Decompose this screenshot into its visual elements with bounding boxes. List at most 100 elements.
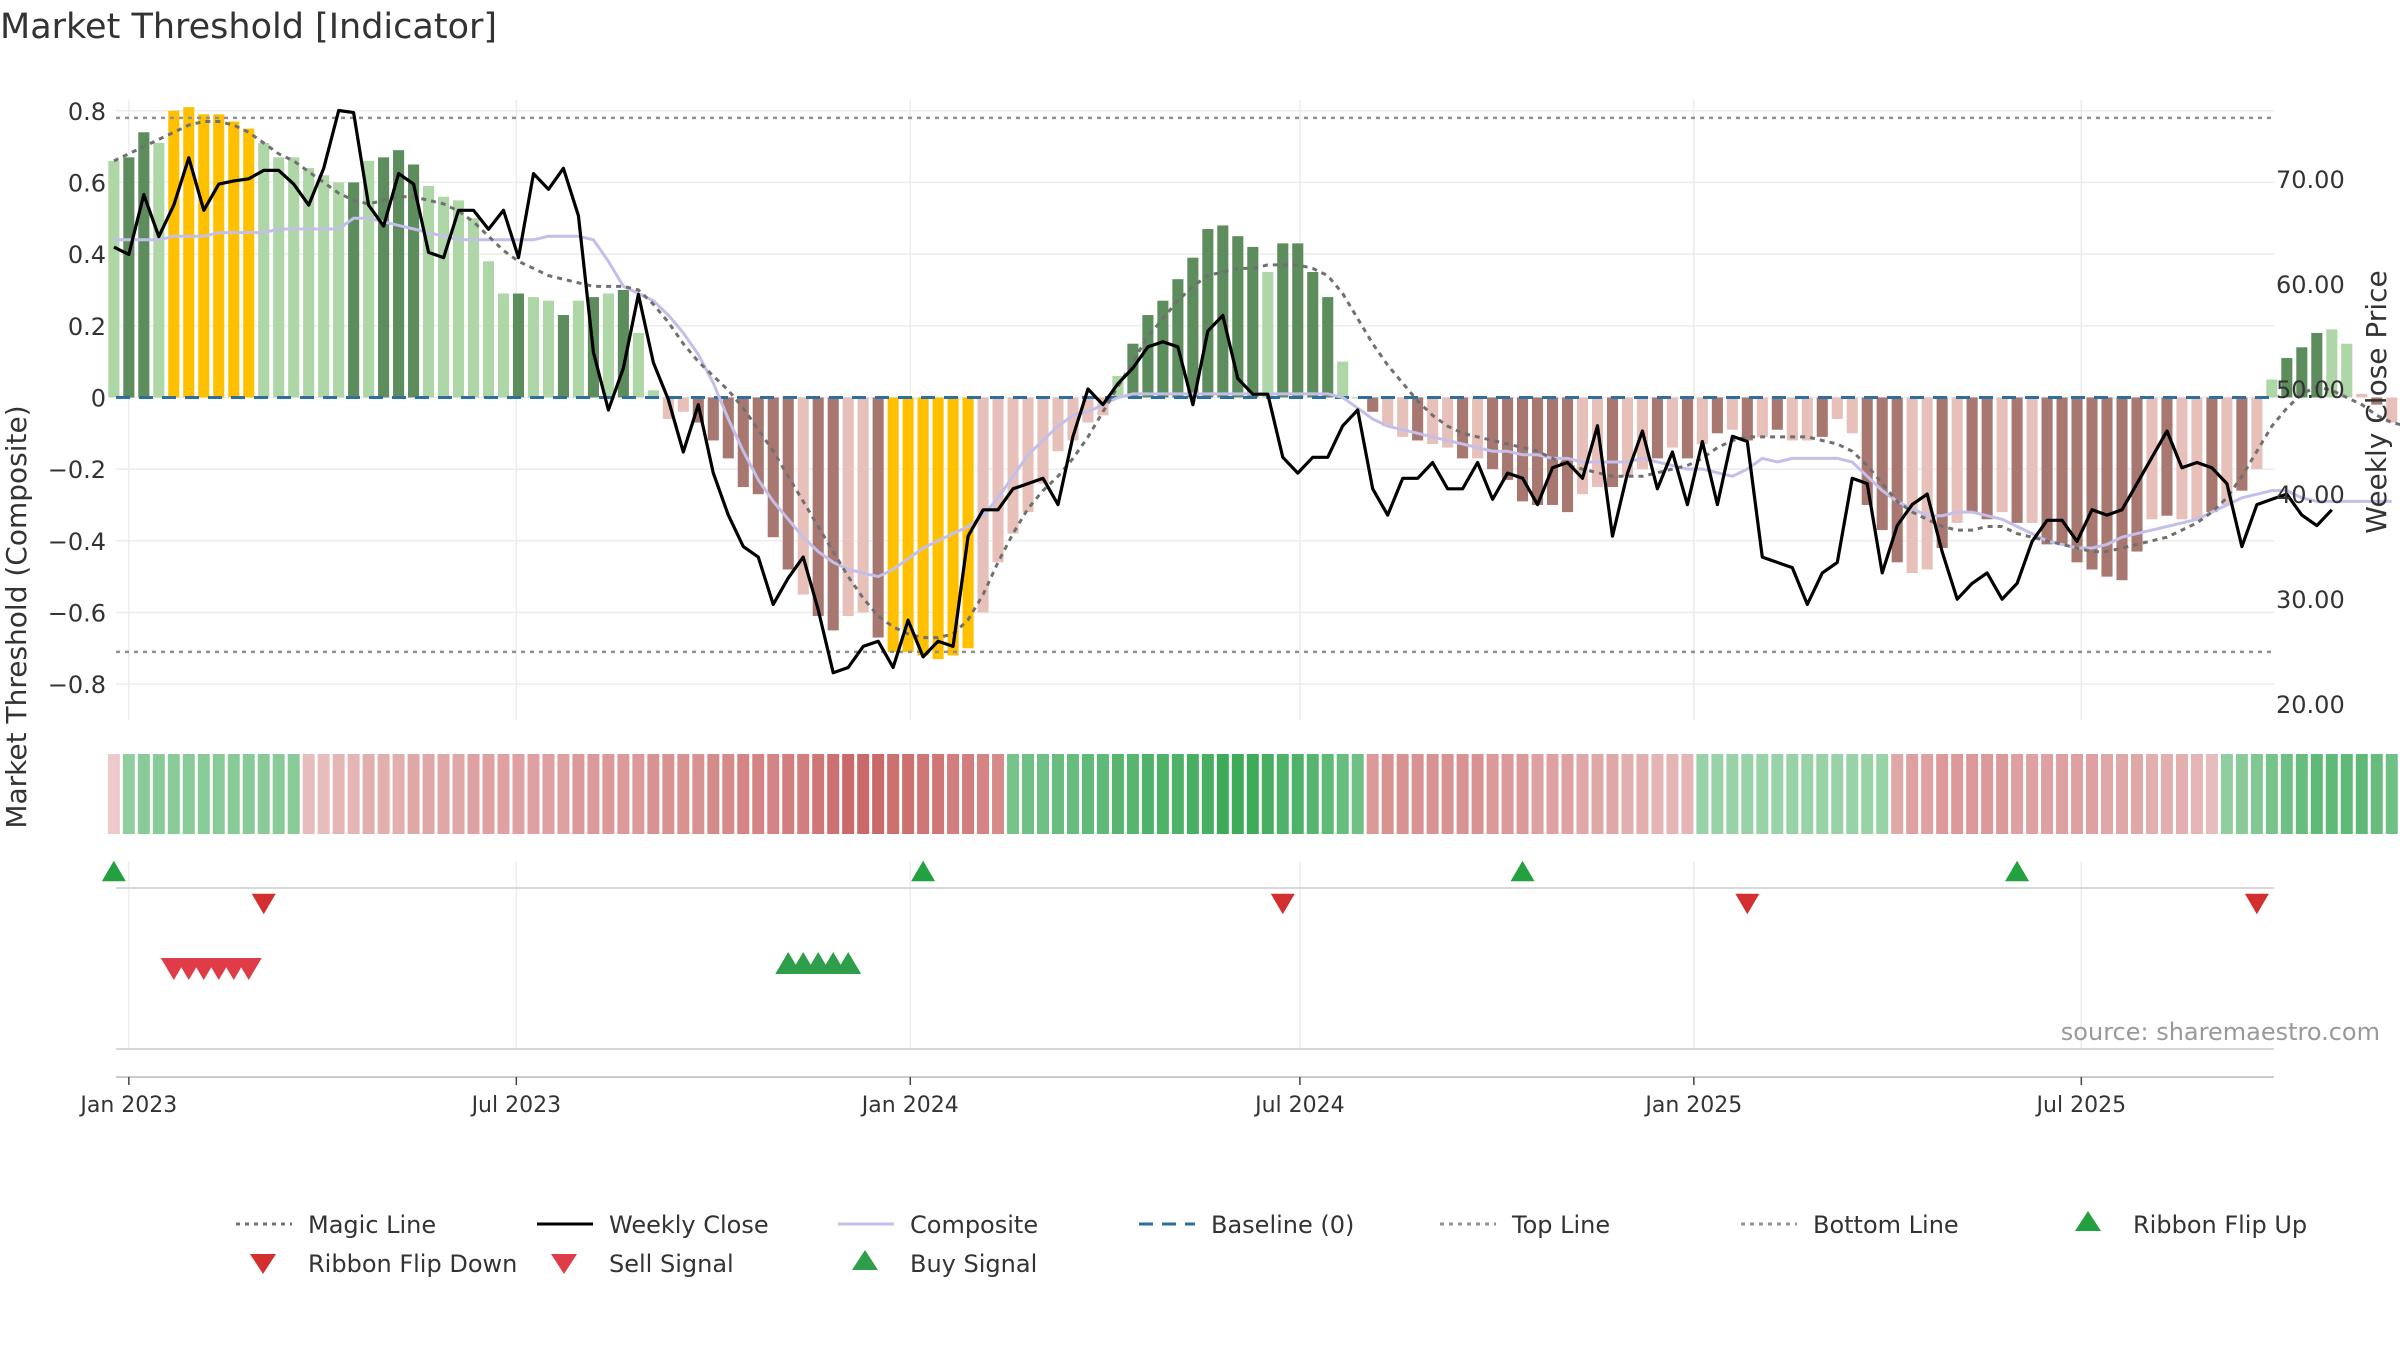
y-axis-right: 70.00 60.00 50.00 40.00 30.00 20.00: [2276, 166, 2345, 719]
composite-bar: [378, 157, 390, 398]
composite-bar: [2311, 332, 2323, 398]
ribbon-cell: [632, 754, 645, 834]
y-tick-label: 0.4: [68, 241, 106, 269]
composite-bar: [108, 160, 120, 398]
ribbon-cell: [662, 754, 675, 834]
composite-bar: [2266, 379, 2278, 398]
ribbon-cell: [1231, 754, 1244, 834]
ribbon-cell: [722, 754, 735, 834]
series-lines: [113, 108, 2400, 675]
composite-bar: [527, 297, 540, 398]
ribbon-cell: [1246, 754, 1259, 834]
composite-bar: [1876, 397, 1888, 531]
ribbon-cell: [1561, 754, 1574, 834]
composite-bar: [1591, 397, 1604, 488]
ribbon-cell: [2056, 754, 2069, 834]
composite-bar: [662, 397, 674, 419]
composite-bar: [1277, 243, 1289, 398]
ribbon-cell: [1501, 754, 1514, 834]
ribbon-cell: [827, 754, 840, 834]
ribbon-cell: [1156, 754, 1169, 834]
composite-bar: [1861, 397, 1873, 505]
composite-bar: [1067, 397, 1079, 441]
composite-bar: [1367, 397, 1379, 412]
x-axis: Jan 2023 Jul 2023 Jan 2024 Jul 2024 Jan 2025…: [78, 1076, 2274, 1118]
composite-bar: [827, 397, 839, 631]
ribbon-cell: [1801, 754, 1814, 834]
ribbon-cell: [1531, 754, 1544, 834]
ribbon-cell: [2280, 754, 2293, 834]
ribbon-cell: [1351, 754, 1364, 834]
composite-bar: [2386, 397, 2398, 423]
ribbon-cell: [1681, 754, 1694, 834]
composite-bar: [1621, 397, 1634, 477]
composite-bar: [1801, 397, 1813, 441]
ribbon-cell: [1966, 754, 1979, 834]
ribbon-cell: [257, 754, 270, 834]
ribbon-cell: [1621, 754, 1634, 834]
y2-tick-label: 30.00: [2276, 586, 2345, 614]
ribbon-cell: [1936, 754, 1949, 834]
composite-bar: [1696, 397, 1708, 445]
ribbon-cell: [992, 754, 1005, 834]
ribbon-cell: [2116, 754, 2128, 834]
ribbon-cell: [452, 754, 465, 834]
x-tick-label: Jan 2025: [1643, 1093, 1742, 1118]
ribbon-cell: [1471, 754, 1484, 834]
ribbon-cell: [1007, 754, 1020, 834]
legend-label: Composite: [910, 1211, 1038, 1239]
ribbon-cell: [1951, 754, 1964, 834]
ribbon-cell: [1096, 754, 1109, 834]
composite-bar: [2191, 397, 2203, 520]
ribbon-flip-up-marker: [2005, 860, 2030, 882]
ribbon-cell: [212, 754, 225, 834]
ribbon-cell: [587, 754, 600, 834]
composite-bar: [1561, 397, 1574, 513]
composite-bar: [632, 332, 644, 398]
composite-bar: [542, 300, 555, 398]
ribbon-cell: [1816, 754, 1829, 834]
chart-title: Market Threshold [Indicator]: [0, 7, 497, 47]
composite-bar: [2176, 397, 2188, 520]
buy-signal-marker: [835, 951, 862, 975]
ribbon-cell: [812, 754, 825, 834]
ribbon-cell: [362, 754, 375, 834]
ribbon-cell: [707, 754, 720, 834]
weekly-close-line: [113, 108, 2333, 675]
ribbon-cell: [1111, 754, 1124, 834]
ribbon-cell: [1336, 754, 1349, 834]
composite-bar: [123, 157, 135, 398]
composite-bar: [842, 397, 854, 617]
x-tick-label: Jul 2023: [470, 1093, 562, 1118]
legend: Magic Line Weekly Close Composite Baseline …: [236, 1211, 2307, 1278]
ribbon-cell: [1037, 754, 1049, 834]
ribbon-cell: [227, 754, 240, 834]
ribbon-cell: [2011, 754, 2024, 834]
ribbon-cell: [1186, 754, 1199, 834]
composite-bar: [1307, 272, 1319, 398]
ribbon-cell: [152, 754, 165, 834]
ribbon-cell: [1981, 754, 1994, 834]
ribbon-cell: [392, 754, 405, 834]
ribbon-cell: [347, 754, 360, 834]
composite-bar: [782, 397, 794, 570]
ribbon-cell: [2310, 754, 2323, 834]
composite-bar: [1951, 397, 1963, 523]
ribbon-cell: [602, 754, 615, 834]
composite-bar: [1981, 397, 1993, 520]
composite-bar: [602, 293, 614, 398]
composite-bar: [1711, 397, 1723, 434]
composite-bar: [303, 168, 315, 398]
y-axis-left: 0.8 0.6 0.4 0.2 0 −0.2 −0.4 −0.6 −0.8: [48, 98, 106, 699]
ribbon-cell: [407, 754, 420, 834]
composite-bar: [1382, 397, 1394, 427]
composite-bar: [228, 121, 240, 398]
ribbon-cell: [197, 754, 210, 834]
composite-bar: [1142, 315, 1154, 398]
composite-bar: [722, 397, 734, 459]
ribbon-cell: [1426, 754, 1439, 834]
ribbon-cell: [1456, 754, 1469, 834]
ribbon-cell: [137, 754, 150, 834]
ribbon-cell: [1786, 754, 1799, 834]
y2-tick-label: 50.00: [2276, 376, 2345, 404]
